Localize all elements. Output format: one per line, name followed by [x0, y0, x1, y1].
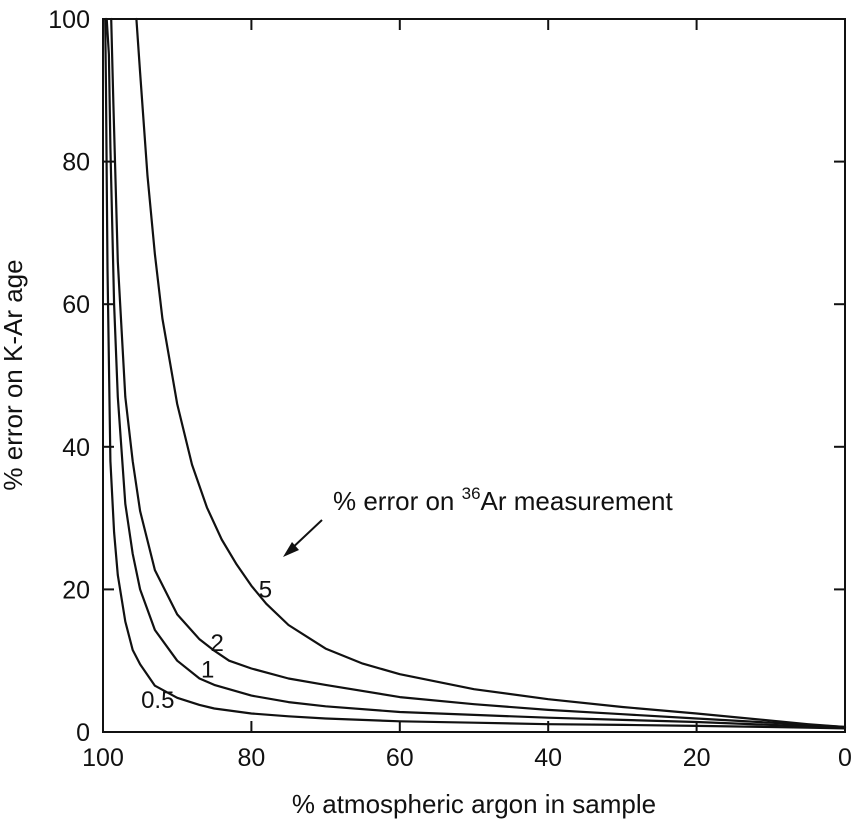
annotation-arrowhead	[283, 542, 299, 557]
annotation-text: % error on 36Ar measurement	[333, 484, 673, 516]
x-tick-label: 60	[386, 744, 414, 772]
x-tick-label: 0	[838, 744, 852, 772]
y-tick-label: 20	[62, 576, 90, 604]
curve-label-2: 2	[210, 630, 223, 657]
series-line-2	[110, 17, 847, 729]
x-tick-label: 80	[237, 744, 265, 772]
y-tick-label: 80	[62, 149, 90, 177]
annotation-superscript: 36	[462, 484, 481, 503]
y-axis-title: % error on K-Ar age	[0, 259, 28, 490]
y-tick-label: 0	[76, 719, 90, 747]
y-tick-label: 40	[62, 434, 90, 462]
curve-labels: 0.5 12 5	[141, 577, 272, 715]
series-line-0.5	[104, 17, 847, 730]
y-tick-label: 100	[48, 6, 90, 34]
series-line-1	[105, 17, 847, 729]
x-tick-label: 100	[82, 744, 124, 772]
curve-label-0.5: 0.5	[141, 687, 174, 714]
series-line-5	[135, 17, 847, 729]
x-tick-label: 20	[683, 744, 711, 772]
annotation-suffix: Ar measurement	[481, 486, 674, 516]
ticks: 100 80 60 40 20 0 0 20 40 60 80 100	[48, 6, 852, 772]
y-tick-label: 60	[62, 291, 90, 319]
x-axis-title: % atmospheric argon in sample	[292, 789, 656, 819]
curve-label-1: 1	[201, 657, 214, 684]
plot-frame	[102, 18, 846, 733]
curve-label-5: 5	[259, 577, 272, 604]
curves	[104, 17, 847, 730]
x-tick-label: 40	[534, 744, 562, 772]
annotation-prefix: % error on	[333, 486, 462, 516]
